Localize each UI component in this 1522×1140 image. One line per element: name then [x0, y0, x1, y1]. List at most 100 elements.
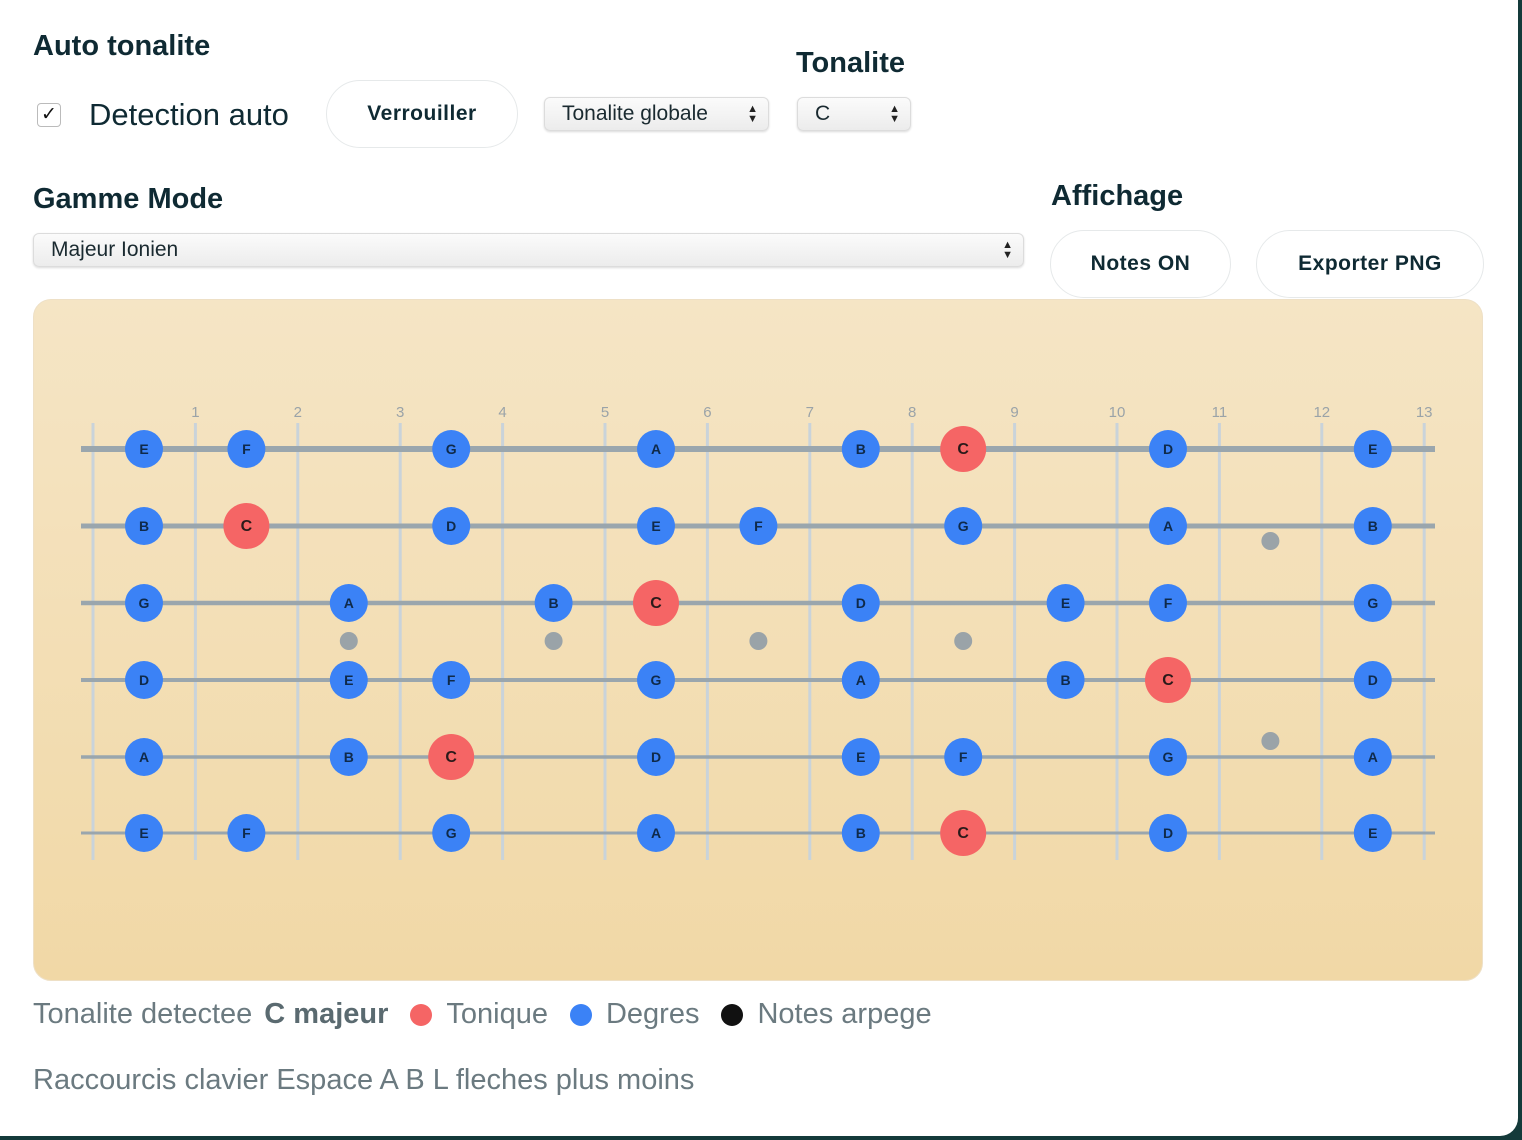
note-label: E	[344, 672, 353, 688]
note-dot	[841, 584, 880, 622]
note-marker: B	[125, 507, 163, 545]
tonalite-select-value: C	[815, 102, 831, 125]
inlay-dot	[544, 632, 563, 650]
note-marker: D	[841, 584, 880, 622]
note-label: E	[139, 825, 148, 841]
note-label: C	[445, 749, 457, 766]
note-marker: A	[125, 738, 163, 776]
note-dot	[329, 738, 368, 776]
detected-key-label: Tonalite detectee	[33, 998, 253, 1030]
note-label: A	[1368, 749, 1378, 765]
note-dot	[125, 584, 163, 622]
note-marker: B	[534, 584, 573, 622]
note-dot	[841, 738, 880, 776]
note-dot	[1353, 507, 1392, 545]
gamme-mode-select[interactable]: Majeur Ionien ▲ ▼	[33, 233, 1024, 267]
note-dot	[944, 738, 983, 776]
note-marker: F	[1149, 584, 1187, 622]
note-dot	[432, 661, 471, 699]
note-marker: F	[739, 507, 778, 545]
note-label: C	[1162, 672, 1174, 689]
note-label: E	[1368, 441, 1377, 457]
note-label: G	[958, 518, 969, 534]
select-arrows-icon: ▲ ▼	[889, 103, 900, 125]
detection-auto-label[interactable]: Detection auto	[89, 97, 289, 132]
note-dot	[637, 661, 675, 699]
note-label: A	[651, 441, 661, 457]
note-label: A	[139, 749, 149, 765]
gamme-mode-heading: Gamme Mode	[33, 183, 224, 215]
select-arrows-icon: ▲ ▼	[747, 103, 758, 125]
note-marker: F	[432, 661, 471, 699]
note-label: B	[856, 441, 866, 457]
note-dot	[125, 661, 163, 699]
note-dot	[633, 580, 679, 626]
fret-number-label: 9	[1010, 404, 1018, 421]
note-dot	[637, 430, 675, 468]
note-dot	[1046, 584, 1085, 622]
fret-number-label: 11	[1212, 404, 1228, 421]
fret-number-label: 2	[294, 404, 302, 421]
note-label: F	[1164, 595, 1173, 611]
note-dot	[1353, 584, 1392, 622]
note-label: F	[959, 749, 968, 765]
note-dot	[1145, 657, 1191, 703]
note-dot	[637, 738, 675, 776]
note-label: C	[957, 441, 969, 458]
note-dot	[1149, 430, 1187, 468]
note-label: B	[549, 595, 559, 611]
tonalite-select[interactable]: C ▲ ▼	[797, 97, 911, 131]
note-marker: E	[1353, 814, 1392, 852]
note-label: E	[651, 518, 660, 534]
note-marker: C	[223, 503, 270, 549]
note-dot	[432, 507, 471, 545]
note-label: A	[344, 595, 354, 611]
note-marker: E	[841, 738, 880, 776]
legend-tonic: Tonique	[446, 998, 548, 1030]
note-marker: B	[329, 738, 368, 776]
note-dot	[223, 503, 270, 549]
inlay-dot	[749, 632, 768, 650]
note-label: A	[856, 672, 866, 688]
note-label: C	[650, 595, 662, 612]
note-dot	[1149, 584, 1187, 622]
note-label: D	[1163, 825, 1173, 841]
export-png-button[interactable]: Exporter PNG	[1256, 230, 1484, 298]
note-label: B	[1061, 672, 1071, 688]
scope-select[interactable]: Tonalite globale ▲ ▼	[544, 97, 769, 131]
notes-toggle-button[interactable]: Notes ON	[1050, 230, 1231, 298]
fret-number-label: 12	[1313, 404, 1330, 421]
note-marker: D	[637, 738, 675, 776]
note-dot	[940, 810, 987, 856]
auto-tonalite-heading: Auto tonalite	[33, 30, 211, 62]
note-label: C	[957, 825, 969, 842]
note-marker: C	[940, 426, 987, 472]
note-label: G	[1367, 595, 1378, 611]
fret-number-label: 13	[1416, 404, 1433, 421]
note-marker: B	[841, 814, 880, 852]
tonic-dot-icon	[410, 1003, 433, 1026]
note-label: D	[139, 672, 149, 688]
fret-number-label: 4	[498, 404, 506, 421]
note-dot	[227, 814, 266, 852]
note-marker: C	[940, 810, 987, 856]
fret-number-label: 7	[806, 404, 814, 421]
note-dot	[428, 734, 475, 780]
note-marker: E	[125, 430, 163, 468]
note-marker: A	[637, 814, 675, 852]
note-marker: B	[1046, 661, 1085, 699]
note-dot	[329, 661, 368, 699]
checkmark-icon: ✓	[41, 104, 57, 125]
lock-button[interactable]: Verrouiller	[326, 80, 518, 148]
note-dot	[841, 661, 880, 699]
select-arrows-icon: ▲ ▼	[1002, 239, 1013, 261]
note-label: E	[1368, 825, 1377, 841]
note-label: F	[447, 672, 456, 688]
note-dot	[1149, 738, 1187, 776]
note-marker: D	[1353, 661, 1392, 699]
gamme-mode-select-value: Majeur Ionien	[51, 238, 179, 261]
note-dot	[1353, 430, 1392, 468]
detection-auto-checkbox[interactable]: ✓	[37, 103, 61, 127]
note-dot	[534, 584, 573, 622]
note-label: A	[1163, 518, 1173, 534]
